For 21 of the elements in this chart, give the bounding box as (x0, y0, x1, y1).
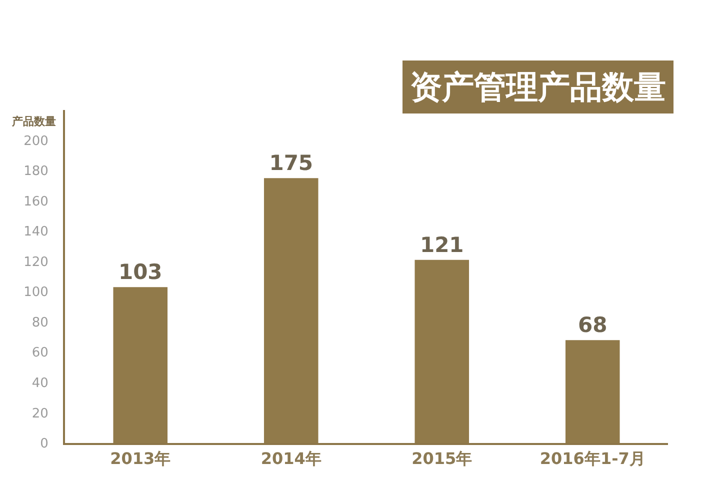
y-tick-label: 20 (32, 406, 48, 422)
chart-title: 资产管理产品数量 (410, 68, 666, 106)
data-label: 68 (578, 313, 608, 338)
y-tick-label: 100 (24, 285, 48, 300)
y-tick-label: 200 (24, 134, 48, 149)
y-tick-label: 180 (24, 164, 48, 180)
x-tick-label: 2015年 (412, 449, 472, 468)
y-tick-label: 60 (32, 346, 48, 361)
y-tick-label: 80 (32, 315, 48, 330)
x-tick-label: 2016年1-7月 (540, 449, 646, 468)
y-tick-label: 120 (24, 254, 48, 270)
x-tick-label: 2014年 (260, 449, 322, 468)
y-tick-label: 0 (40, 436, 48, 452)
data-label: 103 (118, 260, 162, 284)
data-label: 175 (269, 151, 314, 176)
y-tick-label: 160 (24, 194, 48, 210)
y-tick-label: 40 (32, 376, 48, 391)
data-label: 121 (420, 232, 464, 257)
y-tick-label: 140 (24, 224, 48, 240)
x-tick-label: 2013年 (110, 449, 171, 468)
y-axis-title: 产品数量 (11, 115, 56, 128)
